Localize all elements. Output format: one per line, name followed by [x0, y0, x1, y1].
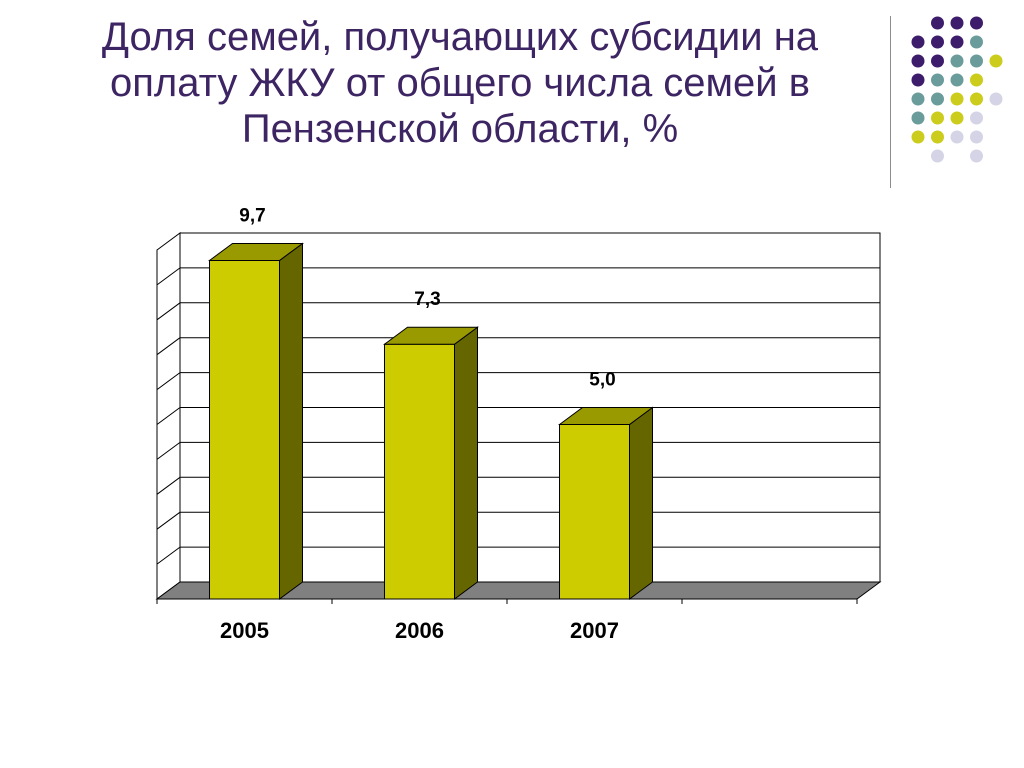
gridline-side [156, 546, 181, 565]
decorative-dot [931, 149, 944, 163]
decorative-dot [911, 54, 925, 68]
decorative-dot [989, 54, 1003, 68]
bar [209, 259, 280, 600]
decorative-dot [950, 73, 964, 87]
bar-side [279, 242, 303, 600]
decorative-dot [950, 16, 964, 30]
decorative-dot [970, 54, 983, 68]
gridline-side [156, 302, 181, 321]
gridline-side [156, 511, 181, 530]
title-line-1: Доля семей, получающих субсидии на [101, 15, 819, 59]
decorative-dot [911, 130, 925, 144]
bar-side [629, 406, 653, 600]
gridline-side [156, 267, 181, 286]
gridline-side [156, 372, 181, 391]
decorative-dot [931, 130, 944, 144]
decorative-dot [911, 92, 925, 106]
decorative-dot [931, 35, 944, 49]
bar-side [454, 326, 478, 600]
gridline-side [156, 407, 181, 425]
decorative-dot [989, 92, 1003, 106]
bar-top [382, 326, 480, 345]
decorative-dot [950, 130, 964, 144]
decorative-dot [950, 54, 964, 68]
x-tick-label: 2005 [220, 618, 269, 643]
title-line-2: оплату ЖКУ от общего числа семей в [109, 61, 811, 105]
bar [384, 343, 455, 600]
decorative-dot [911, 73, 925, 87]
decorative-dot [950, 111, 964, 125]
decorative-dot [970, 92, 983, 106]
decorative-dot [950, 92, 964, 106]
slide-title: Доля семей, получающих субсидии на оплат… [40, 14, 880, 152]
x-tick-label: 2006 [395, 618, 444, 643]
decorative-dot [931, 111, 944, 125]
decorative-divider [890, 16, 891, 188]
data-label: 5,0 [589, 370, 615, 391]
decorative-dot [970, 73, 983, 87]
data-label: 9,7 [239, 205, 265, 226]
decorative-dot [931, 16, 944, 30]
decorative-dot [970, 130, 983, 144]
decorative-dot [970, 16, 983, 30]
gridline-side [156, 441, 181, 460]
decorative-dot [911, 111, 925, 125]
gridline-side [156, 476, 181, 495]
decorative-dot [931, 73, 944, 87]
title-line-3: Пензенской области, % [241, 107, 679, 151]
decorative-dot [911, 35, 925, 49]
decorative-dot [950, 35, 964, 49]
decorative-dot [970, 149, 983, 163]
decorative-dot [931, 54, 944, 68]
decorative-dot-grid [911, 16, 1003, 163]
gridline-side [156, 337, 181, 356]
data-label: 7,3 [414, 289, 440, 310]
decorative-dot [970, 35, 983, 49]
x-tick-label: 2007 [570, 618, 619, 643]
bar [559, 424, 630, 600]
bar-top [207, 242, 305, 261]
decorative-dot [931, 92, 944, 106]
decorative-dot [970, 111, 983, 125]
bar-top [557, 407, 655, 425]
